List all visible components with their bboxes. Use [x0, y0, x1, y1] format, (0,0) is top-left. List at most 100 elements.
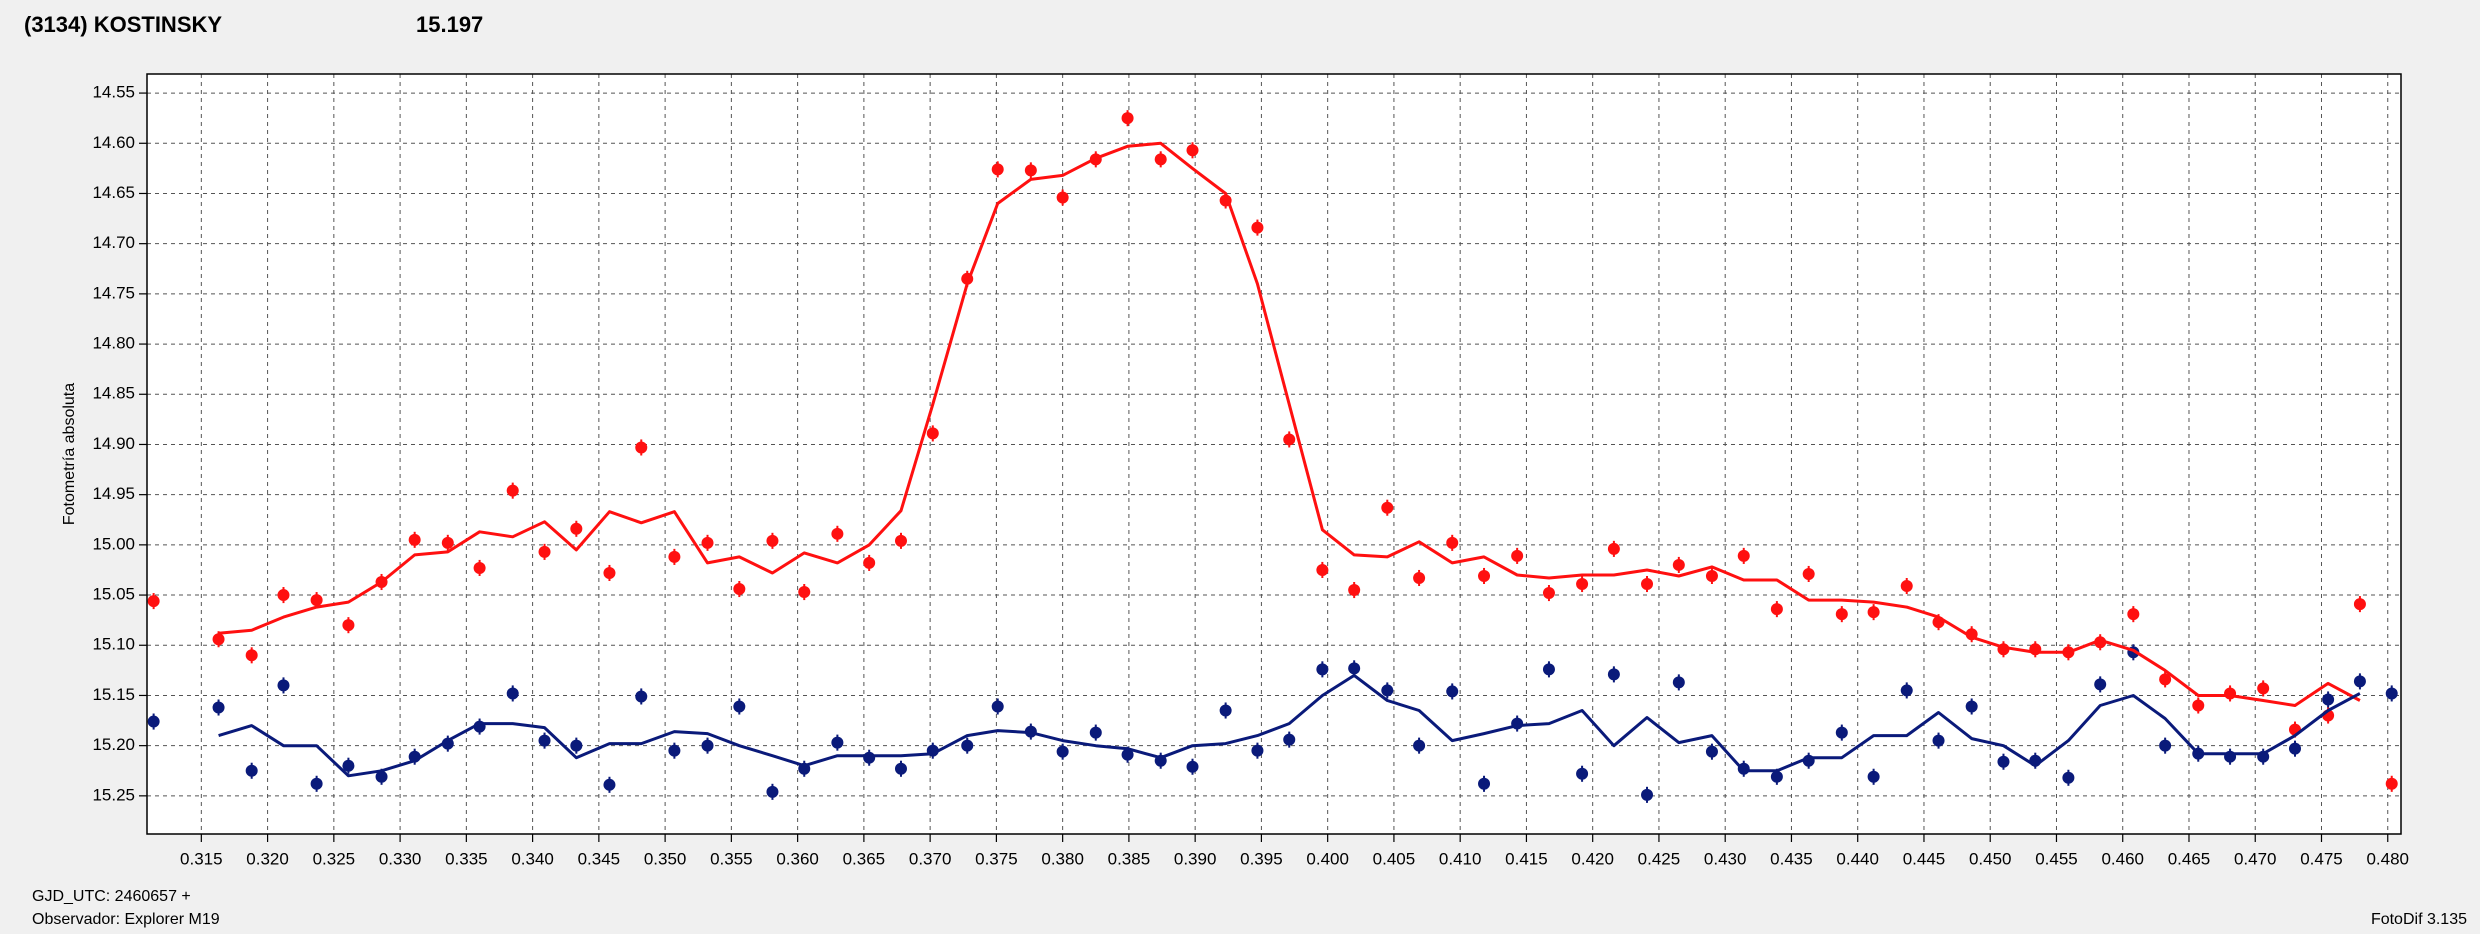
- x-tick-label: 0.440: [1836, 849, 1879, 868]
- data-point: [1641, 788, 1654, 801]
- data-point: [991, 700, 1004, 713]
- data-point: [147, 715, 160, 728]
- data-point: [1348, 662, 1361, 675]
- data-point: [2192, 699, 2205, 712]
- data-point: [2062, 771, 2075, 784]
- data-point: [635, 441, 648, 454]
- data-point: [1835, 726, 1848, 739]
- data-point: [894, 534, 907, 547]
- data-point: [894, 762, 907, 775]
- x-tick-label: 0.355: [710, 849, 753, 868]
- x-axis-label: GJD_UTC: 2460657 +: [32, 888, 191, 905]
- data-point: [1641, 578, 1654, 591]
- x-tick-label: 0.345: [578, 849, 621, 868]
- data-point: [441, 536, 454, 549]
- data-point: [375, 770, 388, 783]
- trend-line: [218, 673, 2361, 778]
- data-point: [570, 522, 583, 535]
- data-point: [798, 586, 811, 599]
- x-tick-label: 0.340: [511, 849, 554, 868]
- data-point: [1542, 663, 1555, 676]
- data-point: [668, 550, 681, 563]
- x-tick-label: 0.370: [909, 849, 952, 868]
- data-point: [1381, 501, 1394, 514]
- data-point: [1997, 755, 2010, 768]
- data-point: [212, 701, 225, 714]
- trend-line: [218, 141, 2361, 707]
- data-point: [310, 777, 323, 790]
- data-point: [1024, 164, 1037, 177]
- x-tick-label: 0.335: [445, 849, 488, 868]
- data-point: [2288, 742, 2301, 755]
- data-point: [1154, 153, 1167, 166]
- data-point: [961, 739, 974, 752]
- data-point: [831, 736, 844, 749]
- data-point: [991, 163, 1004, 176]
- x-tick-label: 0.480: [2366, 849, 2409, 868]
- data-point: [1121, 112, 1134, 125]
- data-point: [1056, 191, 1069, 204]
- data-point: [1867, 770, 1880, 783]
- data-point: [1446, 536, 1459, 549]
- data-point: [1607, 542, 1620, 555]
- y-tick-label: 14.85: [92, 384, 135, 403]
- data-point: [1900, 580, 1913, 593]
- data-point: [1672, 676, 1685, 689]
- x-tick-label: 0.460: [2101, 849, 2144, 868]
- data-point: [766, 785, 779, 798]
- data-point: [2353, 598, 2366, 611]
- x-tick-label: 0.410: [1439, 849, 1482, 868]
- software-note: FotoDif 3.135: [2371, 911, 2467, 928]
- x-tick-label: 0.465: [2168, 849, 2211, 868]
- data-point: [408, 533, 421, 546]
- data-point: [2322, 693, 2335, 706]
- data-point: [1770, 770, 1783, 783]
- data-point: [245, 764, 258, 777]
- data-point: [733, 583, 746, 596]
- data-point: [1283, 733, 1296, 746]
- x-tick-label: 0.455: [2035, 849, 2078, 868]
- x-tick-label: 0.395: [1240, 849, 1283, 868]
- plot-border: [146, 73, 2402, 835]
- data-point: [1316, 563, 1329, 576]
- data-point: [1576, 767, 1589, 780]
- chart-title: (3134) KOSTINSKY: [24, 12, 222, 37]
- x-tick-label: 0.420: [1571, 849, 1614, 868]
- data-point: [2159, 673, 2172, 686]
- data-point: [1737, 549, 1750, 562]
- y-tick-label: 14.95: [92, 484, 135, 503]
- data-point: [1705, 569, 1718, 582]
- y-tick-label: 14.65: [92, 183, 135, 202]
- x-tick-label: 0.330: [379, 849, 422, 868]
- data-point: [1705, 745, 1718, 758]
- data-point: [1900, 684, 1913, 697]
- x-tick-label: 0.445: [1903, 849, 1946, 868]
- data-point: [831, 527, 844, 540]
- data-point: [1542, 587, 1555, 600]
- data-point: [245, 649, 258, 662]
- observer-note: Observador: Explorer M19: [32, 911, 220, 928]
- data-point: [1932, 734, 1945, 747]
- data-point: [863, 751, 876, 764]
- data-point: [506, 687, 519, 700]
- data-point: [603, 778, 616, 791]
- data-point: [570, 739, 583, 752]
- data-point: [668, 744, 681, 757]
- data-point: [277, 589, 290, 602]
- data-point: [277, 679, 290, 692]
- data-point: [1835, 608, 1848, 621]
- x-tick-label: 0.385: [1108, 849, 1151, 868]
- y-tick-label: 15.25: [92, 785, 135, 804]
- y-tick-label: 14.90: [92, 434, 135, 453]
- data-point: [1607, 668, 1620, 681]
- y-tick-label: 14.70: [92, 233, 135, 252]
- x-tick-label: 0.415: [1505, 849, 1548, 868]
- data-point: [2257, 682, 2270, 695]
- data-point: [310, 594, 323, 607]
- x-tick-label: 0.390: [1174, 849, 1217, 868]
- x-tick-label: 0.320: [246, 849, 289, 868]
- plot-area: [147, 74, 2401, 834]
- data-point: [2385, 777, 2398, 790]
